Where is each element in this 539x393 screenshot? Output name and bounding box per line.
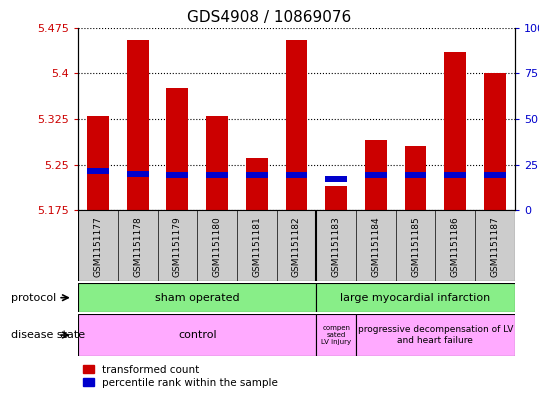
Text: progressive decompensation of LV
and heart failure: progressive decompensation of LV and hea… <box>358 325 513 345</box>
Bar <box>405 172 426 178</box>
Text: GSM1151183: GSM1151183 <box>331 216 341 277</box>
FancyBboxPatch shape <box>316 314 356 356</box>
Bar <box>167 172 188 178</box>
Text: GSM1151179: GSM1151179 <box>173 216 182 277</box>
Bar <box>325 176 347 182</box>
Text: control: control <box>178 330 217 340</box>
Bar <box>127 171 149 177</box>
Bar <box>246 172 268 178</box>
FancyBboxPatch shape <box>78 283 316 312</box>
Bar <box>286 40 307 210</box>
FancyBboxPatch shape <box>78 314 316 356</box>
Text: GSM1151181: GSM1151181 <box>252 216 261 277</box>
FancyBboxPatch shape <box>78 210 515 281</box>
Bar <box>444 172 466 178</box>
Bar <box>246 158 268 210</box>
Text: GDS4908 / 10869076: GDS4908 / 10869076 <box>188 10 351 25</box>
Bar <box>206 116 228 210</box>
Bar <box>87 116 109 210</box>
Text: GSM1151180: GSM1151180 <box>212 216 222 277</box>
Bar <box>484 172 506 178</box>
Bar <box>405 146 426 210</box>
Text: GSM1151186: GSM1151186 <box>451 216 460 277</box>
Bar <box>365 172 387 178</box>
Bar <box>206 172 228 178</box>
Text: protocol: protocol <box>11 293 56 303</box>
Bar <box>87 168 109 174</box>
Text: disease state: disease state <box>11 330 85 340</box>
Text: GSM1151187: GSM1151187 <box>490 216 500 277</box>
Text: large myocardial infarction: large myocardial infarction <box>341 293 490 303</box>
FancyBboxPatch shape <box>316 283 515 312</box>
Bar <box>127 40 149 210</box>
Text: GSM1151184: GSM1151184 <box>371 216 381 277</box>
Text: GSM1151177: GSM1151177 <box>93 216 102 277</box>
Legend: transformed count, percentile rank within the sample: transformed count, percentile rank withi… <box>84 365 278 388</box>
Bar <box>365 140 387 210</box>
Text: GSM1151182: GSM1151182 <box>292 216 301 277</box>
Text: GSM1151178: GSM1151178 <box>133 216 142 277</box>
Text: compen
sated
LV injury: compen sated LV injury <box>321 325 351 345</box>
Text: GSM1151185: GSM1151185 <box>411 216 420 277</box>
FancyBboxPatch shape <box>356 314 515 356</box>
Bar <box>286 172 307 178</box>
Bar <box>444 52 466 210</box>
Bar <box>325 186 347 210</box>
Bar <box>167 88 188 210</box>
Bar <box>484 73 506 210</box>
Text: sham operated: sham operated <box>155 293 239 303</box>
